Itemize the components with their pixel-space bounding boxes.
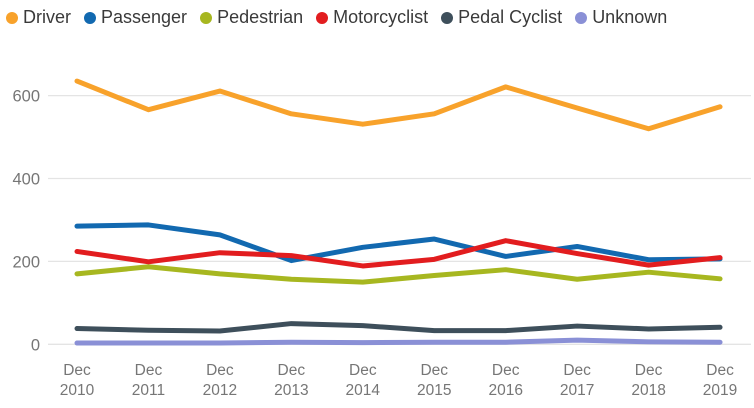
legend-label: Pedestrian [217,7,304,27]
x-tick-label: Dec 2010 [60,362,95,399]
legend-item-driver[interactable]: Driver [6,7,71,29]
x-tick-label: Dec 2012 [203,362,237,399]
series-lines [74,78,723,346]
legend-label: Driver [23,7,71,27]
y-tick-label: 400 [12,171,40,189]
series-line-passenger [74,222,723,264]
legend-item-motorcyclist[interactable]: Motorcyclist [316,7,428,29]
x-tick-label: Dec 2016 [488,362,522,399]
y-tick-label: 600 [12,88,40,106]
x-tick-label: Dec 2017 [560,362,594,399]
legend-item-unknown[interactable]: Unknown [575,7,667,29]
legend-dot-icon [6,11,18,24]
series-line-pedestrian [74,264,723,285]
legend-dot-icon [575,11,588,24]
x-axis-labels: Dec 2010 Dec 2011 Dec 2012 Dec 2013 Dec 2014 Dec 20… [60,362,738,399]
legend-label: Passenger [101,7,188,27]
legend-label: Pedal Cyclist [458,7,563,27]
legend-dot-icon [441,11,454,24]
legend-label: Motorcyclist [333,7,429,27]
series-line-motorcyclist [74,238,723,269]
x-tick-label: Dec 2018 [631,362,665,399]
x-tick-label: Dec 2011 [132,362,165,399]
legend-item-pedal-cyclist[interactable]: Pedal Cyclist [441,7,562,29]
legend-item-pedestrian[interactable]: Pedestrian [200,7,303,29]
legend-dot-icon [84,11,96,24]
x-tick-label: Dec 2015 [417,362,451,399]
series-line-driver [74,78,723,132]
legend-item-passenger[interactable]: Passenger [84,7,187,29]
series-line-unknown [74,337,723,346]
y-tick-label: 200 [12,253,40,271]
x-tick-label: Dec 2013 [274,362,308,399]
y-tick-label: 0 [31,336,40,354]
legend-label: Unknown [592,7,668,27]
legend: Driver Passenger Pedestrian Motorcyclist Ped… [6,7,752,29]
series-line-pedal-cyclist [74,321,723,334]
y-axis-labels: 0 200 400 600 [12,88,40,355]
legend-dot-icon [200,11,213,24]
x-tick-label: Dec 2019 [703,362,737,399]
x-tick-label: Dec 2014 [346,362,381,399]
gridlines [48,94,751,345]
legend-dot-icon [316,11,329,24]
